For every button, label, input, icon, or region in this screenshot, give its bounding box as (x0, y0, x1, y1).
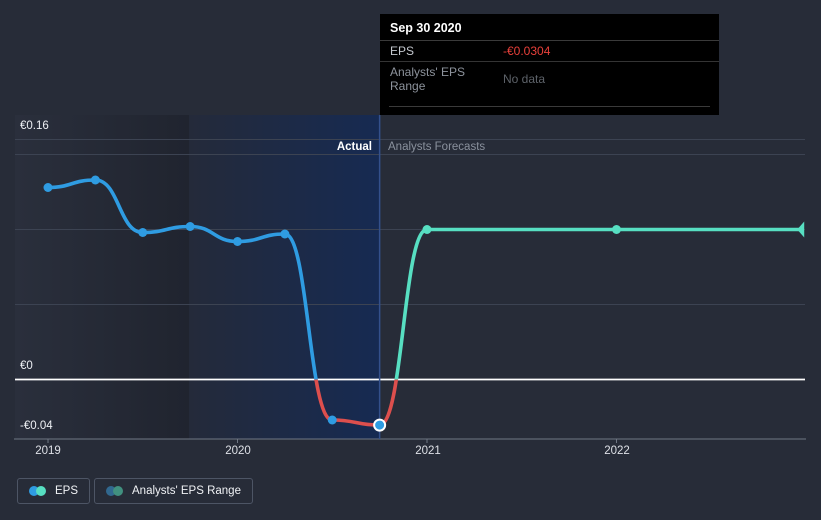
tooltip-date: Sep 30 2020 (380, 14, 719, 41)
actual-period-band (189, 115, 380, 439)
eps-data-point[interactable] (280, 229, 290, 239)
eps-data-point[interactable] (185, 222, 195, 231)
y-axis-label-max: €0.16 (20, 120, 49, 132)
legend-analysts-range-label: Analysts' EPS Range (132, 485, 241, 497)
legend-eps-button[interactable]: EPS (17, 478, 91, 504)
forecast-data-point[interactable] (612, 225, 621, 234)
eps-data-point[interactable] (233, 237, 242, 246)
range-legend-dots (106, 486, 124, 496)
forecast-end-marker (797, 221, 805, 238)
tooltip-eps-label: EPS (390, 44, 415, 58)
tooltip-range-row: Analysts' EPS Range No data (380, 62, 719, 96)
actual-region-label: Actual (336, 141, 372, 153)
eps-blue-dot-icon (29, 486, 39, 496)
pre-band-background (15, 115, 190, 439)
eps-actual-line-negative (314, 379, 382, 427)
x-tick-2019: 2019 (35, 445, 61, 457)
forecast-data-point[interactable] (422, 225, 432, 234)
x-tick-2020: 2020 (225, 445, 251, 457)
range-teal-dot-icon (113, 486, 124, 496)
tooltip-range-value: No data (503, 72, 546, 86)
tooltip: Sep 30 2020 EPS -€0.0304 Analysts' EPS R… (380, 14, 719, 115)
eps-data-point[interactable] (138, 228, 148, 237)
legend: EPS Analysts' EPS Range (17, 478, 253, 504)
legend-eps-label: EPS (55, 485, 79, 497)
analysts-forecast-line (394, 227, 805, 380)
selected-data-point[interactable] (373, 418, 387, 432)
eps-legend-dots (29, 486, 46, 496)
eps-data-point[interactable] (90, 175, 100, 185)
x-tick-2021: 2021 (415, 445, 441, 457)
y-axis-label-zero: €0 (20, 360, 33, 372)
y-axis-label-min: -€0.04 (20, 420, 53, 432)
analysts-forecast-line-negative (377, 379, 399, 427)
eps-teal-dot-icon (36, 486, 46, 496)
tooltip-eps-row: EPS -€0.0304 (380, 41, 719, 62)
range-blue-dot-icon (106, 486, 117, 496)
legend-analysts-range-button[interactable]: Analysts' EPS Range (94, 478, 253, 504)
eps-data-point[interactable] (43, 183, 53, 192)
eps-actual-line (46, 178, 318, 380)
tooltip-range-label: Analysts' EPS Range (390, 65, 465, 93)
tooltip-eps-value: -€0.0304 (503, 44, 551, 58)
forecast-region-label: Analysts Forecasts (388, 141, 486, 153)
tooltip-divider (389, 106, 710, 107)
x-tick-2022: 2022 (604, 445, 630, 457)
eps-data-point[interactable] (327, 415, 337, 425)
